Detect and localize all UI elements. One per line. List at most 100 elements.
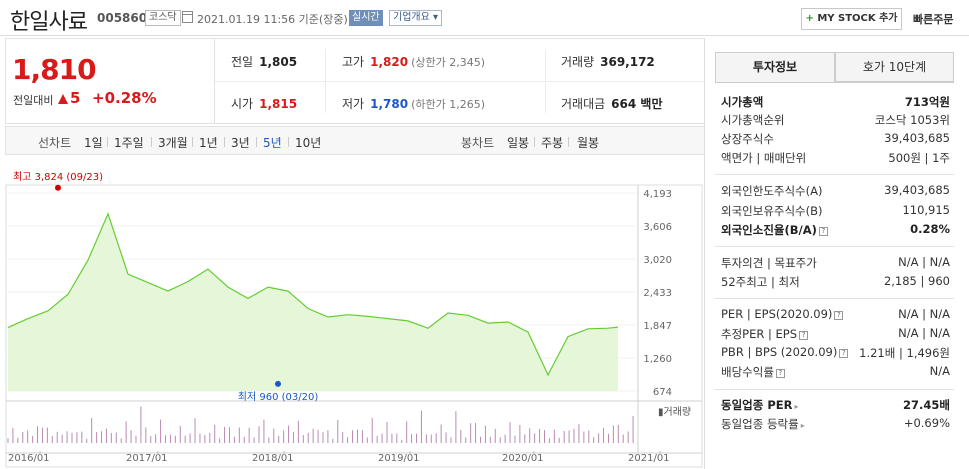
change-value: 5 xyxy=(70,89,81,107)
y-tick-label: 2,433 xyxy=(643,288,672,299)
amount-stat: 거래대금 664 백만 xyxy=(561,95,662,112)
help-icon[interactable]: ? xyxy=(834,311,844,320)
help-icon[interactable]: ? xyxy=(839,349,849,358)
pbr-value: 1.21배 | 1,496원 xyxy=(859,346,950,360)
divider xyxy=(151,137,152,147)
divider xyxy=(288,137,289,147)
market-badge: 코스닥 xyxy=(145,10,181,26)
candle-chart-label: 봉차트 xyxy=(461,136,495,150)
opinion-value: N/A | N/A xyxy=(898,255,950,269)
candle-tab-month[interactable]: 월봉 xyxy=(577,136,600,150)
x-tick-label: 2019/01 xyxy=(378,453,420,464)
period-tab-5y[interactable]: 5년 xyxy=(263,136,282,150)
x-tick-label: 2021/01 xyxy=(628,453,670,464)
par-label: 액면가 | 매매단위 xyxy=(721,151,807,165)
shares-value: 39,403,685 xyxy=(884,131,950,145)
low-label: 저가 xyxy=(342,97,365,111)
row-foreign-hold: 외국인보유주식수(B) 110,915 xyxy=(721,203,950,221)
y-tick-label: 1,847 xyxy=(643,321,672,332)
compare-label: 전일대비 xyxy=(13,94,54,107)
open-value: 1,815 xyxy=(259,97,298,111)
shares-label: 상장주식수 xyxy=(721,132,774,146)
period-tab-3y[interactable]: 3년 xyxy=(231,136,250,150)
high-label: 고가 xyxy=(342,55,365,69)
divider xyxy=(325,49,326,113)
cap-rank-value: 코스닥 1053위 xyxy=(874,113,950,127)
divider xyxy=(107,137,108,147)
chart-frame xyxy=(5,184,703,468)
realtime-button[interactable]: 실시간 xyxy=(349,10,383,26)
y-tick-label: 4,193 xyxy=(643,189,672,200)
chart-period-tabs: 선차트 1일 1주일 3개월 1년 3년 5년 10년 봉차트 일봉 주봉 월봉 xyxy=(5,126,705,155)
max-label: 최고 3,824 (09/23) xyxy=(13,171,103,183)
row-industry-rate: 동일업종 등락률 ▸ +0.69% xyxy=(721,416,950,434)
plus-icon: + xyxy=(805,13,814,24)
amount-label: 거래대금 xyxy=(561,97,606,111)
foreign-limit-label: 외국인한도주식수(A) xyxy=(721,184,823,198)
foreign-hold-label: 외국인보유주식수(B) xyxy=(721,204,823,218)
opinion-label: 투자의견 | 목표주가 xyxy=(721,256,817,270)
price-chart-svg: 4,193 3,606 3,020 2,433 1,847 1,260 674 2016/0… xyxy=(5,171,703,468)
tab-orderbook[interactable]: 호가 10단계 xyxy=(835,52,954,82)
range52-value: 2,185 | 960 xyxy=(883,274,950,288)
candle-tab-day[interactable]: 일봉 xyxy=(507,136,530,150)
arrow-right-icon: ▸ xyxy=(800,421,805,430)
est-per-label: 추정PER | EPS xyxy=(721,327,798,341)
x-tick-label: 2018/01 xyxy=(252,453,294,464)
y-tick-label: 3,020 xyxy=(643,255,672,266)
industry-per-value: 27.45배 xyxy=(903,398,950,412)
period-tab-3m[interactable]: 3개월 xyxy=(158,136,188,150)
row-opinion: 투자의견 | 목표주가 N/A | N/A xyxy=(721,255,950,273)
dividend-value: N/A xyxy=(929,364,950,378)
company-overview-dropdown[interactable]: 기업개요 ▾ xyxy=(389,10,442,26)
prev-close-stat: 전일 1,805 xyxy=(231,53,297,70)
candle-tab-week[interactable]: 주봉 xyxy=(541,136,564,150)
help-icon[interactable]: ? xyxy=(799,331,809,340)
price-summary: 1,810 전일대비 5 +0.28% 전일 1,805 고가 1,820 (상한가 … xyxy=(5,38,705,124)
arrow-right-icon: ▸ xyxy=(794,402,799,411)
line-chart-label: 선차트 xyxy=(38,136,72,150)
period-tab-1y[interactable]: 1년 xyxy=(199,136,218,150)
help-icon[interactable]: ? xyxy=(818,227,828,236)
lower-limit: (하한가 1,265) xyxy=(411,98,485,111)
period-tab-1w[interactable]: 1주일 xyxy=(114,136,144,150)
industry-rate-value: +0.69% xyxy=(903,416,950,430)
add-mystock-button[interactable]: + MY STOCK 추가 xyxy=(801,8,902,30)
foreign-ratio-value: 0.28% xyxy=(910,222,950,236)
quick-order-link[interactable]: 빠른주문 xyxy=(913,13,954,26)
volume-legend: ▮거래량 xyxy=(658,406,691,418)
low-value: 1,780 xyxy=(370,97,409,111)
pbr-label: PBR | BPS (2020.09) xyxy=(721,345,838,359)
industry-rate-label: 동일업종 등락률 xyxy=(721,417,799,431)
row-pbr: PBR | BPS (2020.09)? 1.21배 | 1,496원 xyxy=(721,345,950,363)
per-value: N/A | N/A xyxy=(898,307,950,321)
row-shares: 상장주식수 39,403,685 xyxy=(721,131,950,149)
x-tick-label: 2016/01 xyxy=(8,453,50,464)
range52-label: 52주최고 | 최저 xyxy=(721,275,800,289)
foreign-hold-value: 110,915 xyxy=(902,203,950,217)
foreign-limit-value: 39,403,685 xyxy=(884,183,950,197)
prev-close-value: 1,805 xyxy=(259,55,298,69)
divider xyxy=(715,82,954,83)
prev-close-label: 전일 xyxy=(231,55,254,69)
industry-per-label: 동일업종 PER xyxy=(721,398,793,412)
investment-info-panel: 투자정보 호가 10단계 시가총액 713억원 시가총액순위 코스닥 1053위… xyxy=(704,38,965,469)
row-52week: 52주최고 | 최저 2,185 | 960 xyxy=(721,274,950,292)
row-per: PER | EPS(2020.09)? N/A | N/A xyxy=(721,307,950,325)
current-price: 1,810 xyxy=(12,53,97,86)
divider xyxy=(192,137,193,147)
period-tab-1d[interactable]: 1일 xyxy=(84,136,103,150)
add-mystock-label: MY STOCK 추가 xyxy=(817,13,898,24)
tab-investment-info[interactable]: 투자정보 xyxy=(715,52,835,82)
dividend-label: 배당수익률 xyxy=(721,365,774,379)
row-est-per: 추정PER | EPS? N/A | N/A xyxy=(721,326,950,344)
help-icon[interactable]: ? xyxy=(775,369,785,378)
period-tab-10y[interactable]: 10년 xyxy=(295,136,322,150)
open-label: 시가 xyxy=(231,97,254,111)
company-name: 한일사료 xyxy=(10,10,88,35)
amount-value: 664 백만 xyxy=(611,97,663,111)
price-line xyxy=(7,212,619,377)
est-per-value: N/A | N/A xyxy=(898,326,950,340)
stock-code: 005860 xyxy=(97,11,148,25)
price-chart: 4,193 3,606 3,020 2,433 1,847 1,260 674 2016/0… xyxy=(0,157,706,469)
